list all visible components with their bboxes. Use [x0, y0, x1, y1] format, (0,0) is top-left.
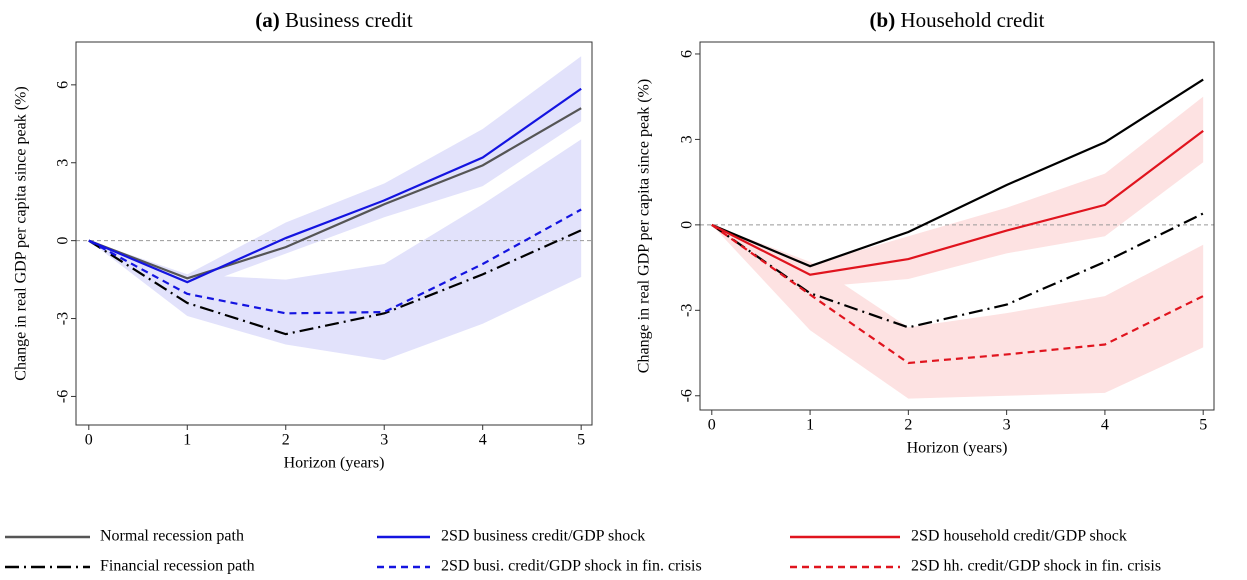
- plot-frame: [75, 41, 593, 426]
- plot-frame: [699, 41, 1215, 411]
- series-line: [88, 107, 582, 280]
- x-axis-label: Horizon (years): [284, 455, 385, 472]
- legend-label: 2SD hh. credit/GDP shock in fin. crisis: [911, 558, 1161, 575]
- legend-label: Normal recession path: [100, 528, 244, 545]
- legend-label: Financial recession path: [100, 558, 255, 575]
- panel-label: (a): [255, 8, 280, 32]
- y-tick-label: -3: [55, 312, 72, 325]
- x-tick-label: 2: [282, 432, 290, 449]
- confidence-band: [711, 224, 1204, 399]
- chart-title: (a) Business credit: [255, 8, 413, 32]
- series-line: [88, 229, 582, 336]
- x-tick-label: 0: [708, 417, 716, 434]
- x-tick-label: 3: [1003, 417, 1011, 434]
- x-tick-label: 5: [1199, 417, 1207, 434]
- x-tick-label: 5: [577, 432, 585, 449]
- y-tick-label: -6: [55, 390, 72, 403]
- panel-label: (b): [870, 8, 896, 32]
- title-text: Business credit: [285, 8, 413, 32]
- x-tick-label: 1: [183, 432, 191, 449]
- confidence-band: [711, 96, 1204, 288]
- x-tick-label: 0: [85, 432, 93, 449]
- y-tick-label: 3: [679, 135, 696, 143]
- series-line: [88, 87, 582, 284]
- y-tick-label: 6: [55, 81, 72, 89]
- legend-label: 2SD household credit/GDP shock: [911, 528, 1127, 545]
- y-axis-label: Change in real GDP per capita since peak…: [13, 86, 30, 380]
- y-tick-label: 6: [679, 50, 696, 58]
- confidence-band: [88, 139, 582, 361]
- y-tick-label: -3: [679, 304, 696, 317]
- y-tick-label: 0: [55, 237, 72, 245]
- x-tick-label: 4: [1101, 417, 1109, 434]
- y-axis-label: Change in real GDP per capita since peak…: [636, 79, 653, 373]
- x-tick-label: 3: [380, 432, 388, 449]
- y-tick-label: 0: [679, 221, 696, 229]
- chart-title: (b) Household credit: [870, 8, 1045, 32]
- y-tick-label: 3: [55, 159, 72, 167]
- series-line: [711, 129, 1204, 276]
- x-tick-label: 1: [806, 417, 814, 434]
- title-text: Household credit: [900, 8, 1044, 32]
- series-line: [711, 223, 1204, 365]
- x-tick-label: 4: [479, 432, 487, 449]
- x-tick-label: 2: [904, 417, 912, 434]
- confidence-band: [88, 56, 582, 290]
- legend-label: 2SD business credit/GDP shock: [441, 528, 645, 545]
- legend-label: 2SD busi. credit/GDP shock in fin. crisi…: [441, 558, 702, 575]
- series-line: [711, 78, 1204, 268]
- y-tick-label: -6: [679, 389, 696, 402]
- x-axis-label: Horizon (years): [907, 440, 1008, 457]
- series-line: [711, 212, 1204, 329]
